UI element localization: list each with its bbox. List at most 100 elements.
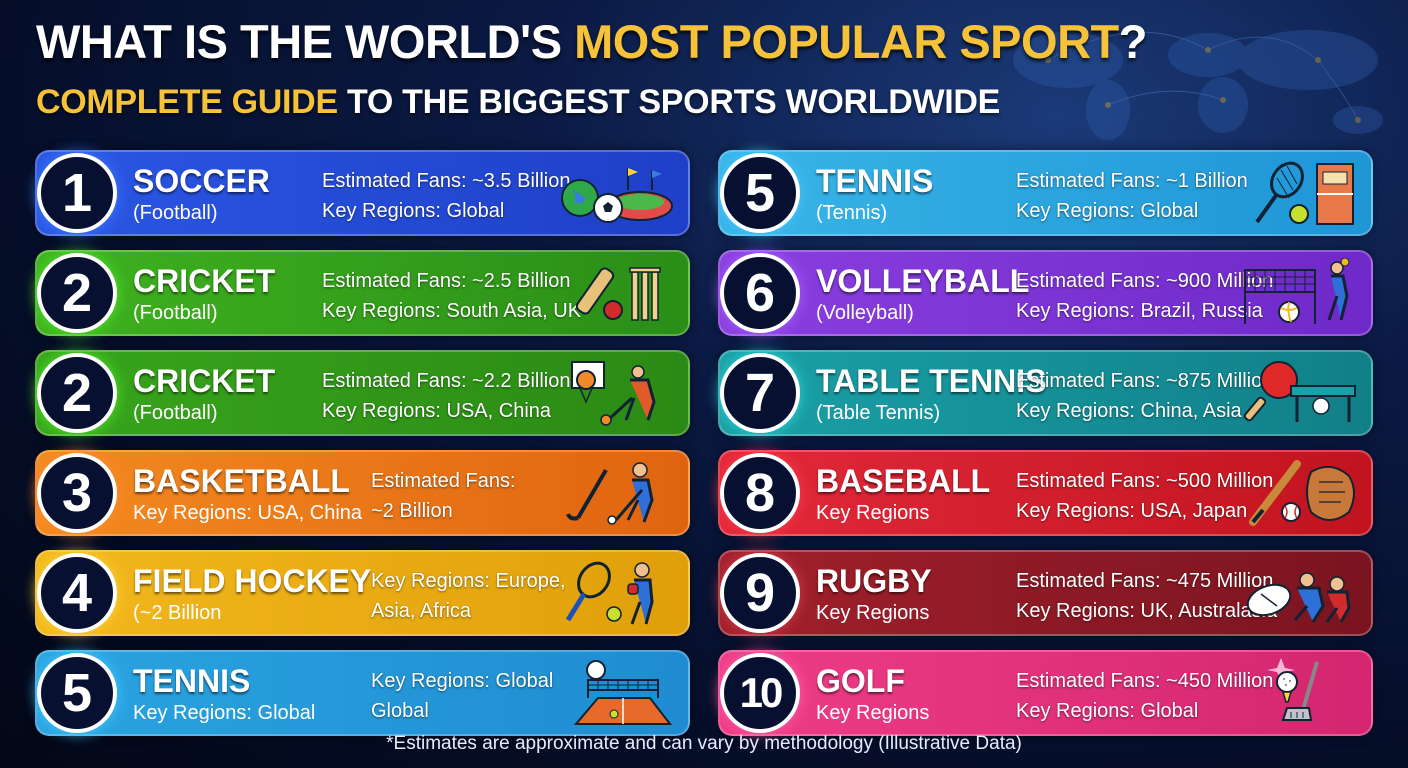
page-title: WHAT IS THE WORLD'S MOST POPULAR SPORT? — [36, 14, 1147, 70]
info-line-1: Estimated Fans: ~900 Million — [1016, 270, 1274, 292]
rank-badge: 9 — [720, 553, 800, 633]
sport-subtitle: (Table Tennis) — [816, 402, 941, 424]
info-line-1: Key Regions: Europe, — [371, 570, 566, 592]
sport-card-tennis: 5 TENNIS Key Regions: Global Key Regions… — [35, 650, 690, 736]
sport-info: Estimated Fans: ~500 Million Key Regions… — [1016, 466, 1273, 526]
sport-card-baseball: 8 BASEBALL Key Regions Estimated Fans: ~… — [718, 450, 1373, 536]
sport-card-field-hockey: 4 FIELD HOCKEY (~2 Billion Key Regions: … — [35, 550, 690, 636]
sport-info: Estimated Fans: ~450 Million Key Regions… — [1016, 666, 1273, 726]
sport-name: TABLE TENNIS — [816, 363, 1047, 399]
sport-subtitle: Key Regions: Global — [133, 702, 316, 724]
tennis-racket-player-icon — [558, 558, 676, 628]
info-line-1: Key Regions: Global — [371, 670, 554, 692]
rank-badge: 4 — [37, 553, 117, 633]
info-line-2: Key Regions: Brazil, Russia — [1016, 300, 1263, 322]
sport-card-golf: 10 GOLF Key Regions Estimated Fans: ~450… — [718, 650, 1373, 736]
sport-name: SOCCER — [133, 163, 270, 199]
sport-card-tennis-right: 5 TENNIS (Tennis) Estimated Fans: ~1 Bil… — [718, 150, 1373, 236]
sport-info: Key Regions: Europe, Asia, Africa — [371, 566, 566, 626]
info-line-1: Estimated Fans: ~875 Million — [1016, 370, 1274, 392]
info-line-2: Key Regions: China, Asia — [1016, 400, 1242, 422]
header: WHAT IS THE WORLD'S MOST POPULAR SPORT? … — [36, 14, 1147, 122]
sport-card-rugby: 9 RUGBY Key Regions Estimated Fans: ~475… — [718, 550, 1373, 636]
sport-name: RUGBY — [816, 563, 932, 599]
sport-name: BASKETBALL — [133, 463, 350, 499]
rank-badge: 8 — [720, 453, 800, 533]
left-column: 1 SOCCER (Football) Estimated Fans: ~3.5… — [35, 150, 690, 750]
sport-info: Estimated Fans: ~1 Billion Key Regions: … — [1016, 166, 1248, 226]
info-line-1: Estimated Fans: ~1 Billion — [1016, 170, 1248, 192]
info-line-2: Key Regions: South Asia, UK — [322, 300, 582, 322]
sport-info: Estimated Fans: ~3.5 Billion Key Regions… — [322, 166, 570, 226]
info-line-2: Key Regions: Global — [1016, 700, 1199, 722]
page-subtitle: COMPLETE GUIDE TO THE BIGGEST SPORTS WOR… — [36, 82, 1147, 122]
sport-subtitle: (Football) — [133, 402, 218, 424]
sport-name: CRICKET — [133, 363, 276, 399]
cricket-bat-wicket-icon — [558, 258, 676, 328]
info-line-2: Asia, Africa — [371, 600, 472, 622]
sport-card-volleyball: 6 VOLLEYBALL (Volleyball) Estimated Fans… — [718, 250, 1373, 336]
volleyball-net-player-icon — [1241, 257, 1359, 328]
info-line-1: Estimated Fans: ~475 Million — [1016, 570, 1274, 592]
title-end: ? — [1118, 15, 1148, 68]
sport-subtitle: Key Regions — [816, 602, 930, 624]
world-map-background-icon — [1013, 30, 1383, 140]
sport-subtitle: Key Regions: USA, China — [133, 502, 363, 524]
rank-badge: 2 — [37, 253, 117, 333]
sport-info: Key Regions: Global Global — [371, 666, 553, 726]
sport-info: Estimated Fans: ~2.2 Billion Key Regions… — [322, 366, 570, 426]
ping-pong-paddle-table-icon — [1241, 358, 1359, 428]
sport-name: GOLF — [816, 663, 905, 699]
rank-badge: 5 — [720, 153, 800, 233]
sport-info: Estimated Fans: ~2 Billion — [371, 466, 516, 526]
info-line-1: Estimated Fans: ~3.5 Billion — [322, 170, 571, 192]
info-line-2: Key Regions: Global — [1016, 200, 1199, 222]
sport-subtitle: Key Regions — [816, 502, 930, 524]
sport-subtitle: Key Regions — [816, 702, 930, 724]
golf-ball-club-icon — [1241, 658, 1359, 728]
info-line-1: Estimated Fans: ~500 Million — [1016, 470, 1274, 492]
sport-subtitle: (Football) — [133, 302, 218, 324]
rank-badge: 7 — [720, 353, 800, 433]
rank-badge: 1 — [37, 153, 117, 233]
basketball-hockey-player-icon — [558, 358, 676, 428]
sport-info: Estimated Fans: ~875 Million Key Regions… — [1016, 366, 1273, 426]
rank-badge: 5 — [37, 653, 117, 733]
right-column: 5 TENNIS (Tennis) Estimated Fans: ~1 Bil… — [718, 150, 1373, 750]
info-line-2: Key Regions: UK, Australasia — [1016, 600, 1278, 622]
sport-card-table-tennis: 7 TABLE TENNIS (Table Tennis) Estimated … — [718, 350, 1373, 436]
rank-badge: 6 — [720, 253, 800, 333]
sport-name: VOLLEYBALL — [816, 263, 1030, 299]
info-line-2: ~2 Billion — [371, 500, 453, 522]
sport-info: Estimated Fans: ~2.5 Billion Key Regions… — [322, 266, 581, 326]
rank-badge: 10 — [720, 653, 800, 733]
rugby-players-icon — [1241, 558, 1359, 628]
sport-name: FIELD HOCKEY — [133, 563, 372, 599]
info-line-2: Key Regions: Global — [322, 200, 505, 222]
sport-card-basketball: 3 BASKETBALL Key Regions: USA, China Est… — [35, 450, 690, 536]
info-line-1: Estimated Fans: — [371, 470, 516, 492]
sport-name: BASEBALL — [816, 463, 991, 499]
subtitle-highlight: COMPLETE GUIDE — [36, 83, 338, 121]
info-line-1: Estimated Fans: ~2.2 Billion — [322, 370, 571, 392]
sport-info: Estimated Fans: ~900 Million Key Regions… — [1016, 266, 1273, 326]
sport-subtitle: (Football) — [133, 202, 218, 224]
sport-info: Estimated Fans: ~475 Million Key Regions… — [1016, 566, 1277, 626]
rank-badge: 2 — [37, 353, 117, 433]
rank-badge: 3 — [37, 453, 117, 533]
tennis-racket-court-icon — [1241, 158, 1359, 228]
soccer-stadium-globe-icon — [558, 158, 676, 228]
hockey-player-icon — [558, 458, 676, 528]
sport-name: TENNIS — [816, 163, 934, 199]
sport-card-cricket-2: 2 CRICKET (Football) Estimated Fans: ~2.… — [35, 350, 690, 436]
title-part-1: WHAT IS THE WORLD'S — [36, 15, 575, 68]
title-highlight: MOST POPULAR SPORT — [574, 15, 1119, 68]
volleyball-court-icon — [558, 658, 676, 728]
sport-card-cricket: 2 CRICKET (Football) Estimated Fans: ~2.… — [35, 250, 690, 336]
sport-subtitle: (Volleyball) — [816, 302, 914, 324]
footnote: *Estimates are approximate and can vary … — [386, 733, 1022, 754]
baseball-bat-glove-icon — [1241, 458, 1359, 528]
info-line-2: Key Regions: USA, China — [322, 400, 552, 422]
info-line-2: Global — [371, 700, 429, 722]
sport-subtitle: (Tennis) — [816, 202, 888, 224]
